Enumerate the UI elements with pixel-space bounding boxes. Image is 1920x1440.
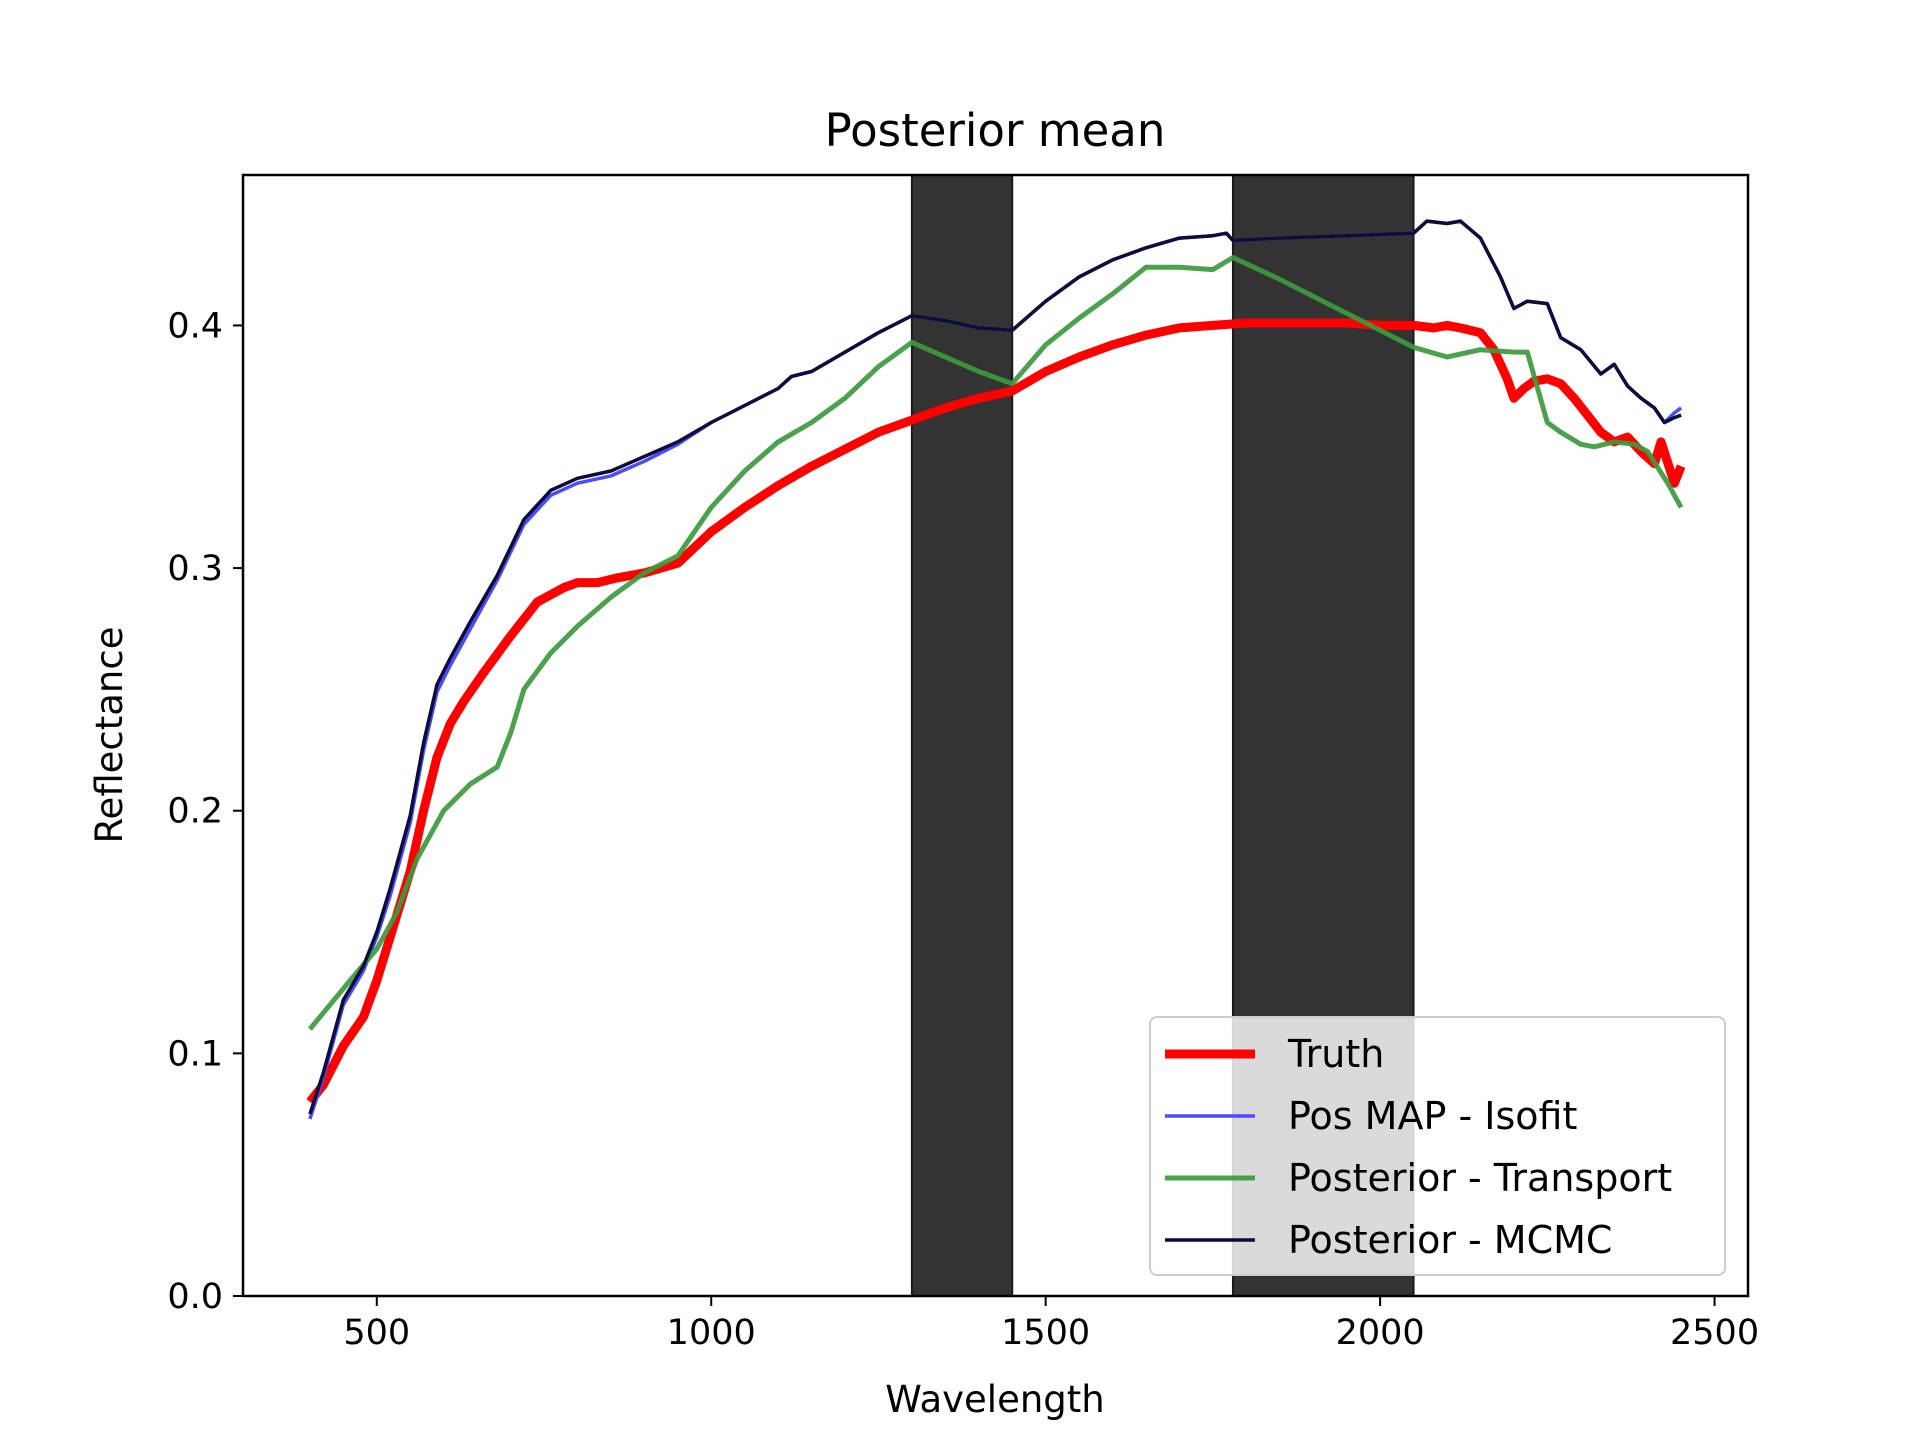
x-tick-label: 1500 (1001, 1313, 1090, 1353)
y-tick-label: 0.3 (167, 549, 223, 589)
series-line-1 (306, 318, 1686, 1105)
y-tick-label: 0.4 (167, 306, 223, 346)
x-axis-label: Wavelength (885, 1378, 1105, 1421)
legend: Truth Pos MAP - Isofit Posterior - Transpo… (1149, 1016, 1726, 1276)
legend-label-2: Pos MAP - Isofit (1288, 1094, 1577, 1138)
series-line-4 (308, 219, 1682, 1115)
legend-label-4: Posterior - MCMC (1288, 1218, 1612, 1262)
x-axis-ticks: 500 1000 1500 2000 2500 (343, 1296, 1759, 1353)
legend-label-1: Truth (1287, 1032, 1384, 1076)
x-tick-label: 500 (343, 1313, 410, 1353)
legend-label-3: Posterior - Transport (1288, 1156, 1672, 1200)
series-line-3 (307, 255, 1684, 1031)
y-tick-label: 0.2 (167, 792, 223, 832)
shaded-region-1 (910, 174, 1014, 1297)
x-tick-label: 2000 (1336, 1313, 1425, 1353)
y-axis-label: Reflectance (88, 627, 131, 844)
series-lines (306, 219, 1686, 1120)
x-tick-label: 1000 (667, 1313, 756, 1353)
legend-box (1149, 1016, 1726, 1276)
y-tick-label: 0.1 (167, 1034, 223, 1074)
chart-title: Posterior mean (825, 104, 1166, 157)
x-tick-label: 2500 (1670, 1313, 1759, 1353)
y-axis-ticks: 0.0 0.1 0.2 0.3 0.4 (167, 306, 243, 1317)
y-tick-label: 0.0 (167, 1277, 223, 1317)
plot-frame (241, 173, 1750, 1298)
